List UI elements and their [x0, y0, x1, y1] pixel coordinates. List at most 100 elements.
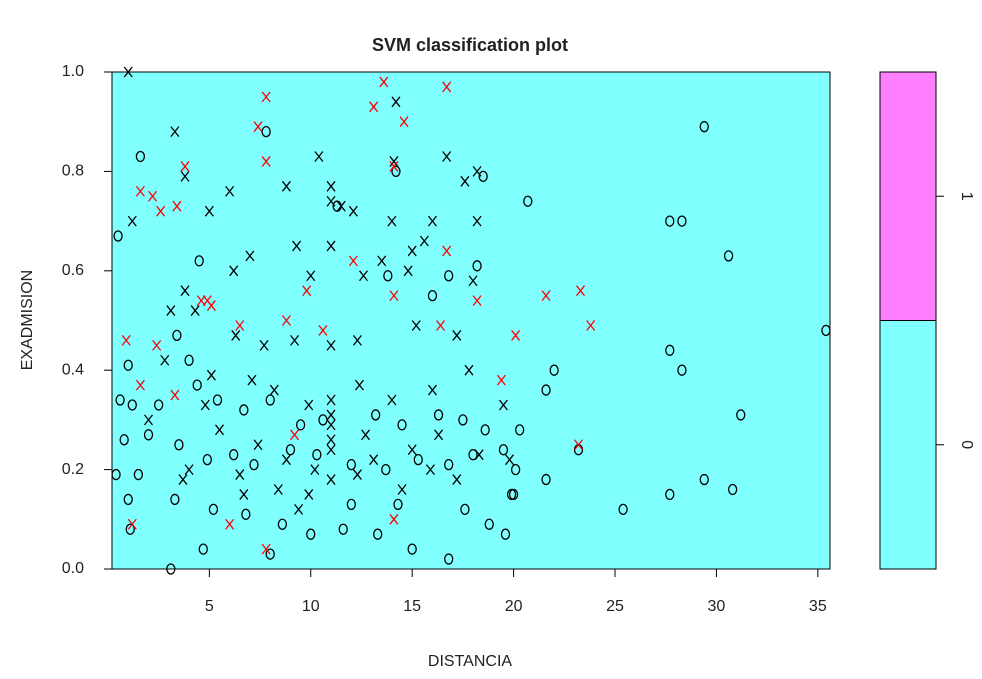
point — [541, 473, 551, 486]
y-axis-label: EXADMISION — [19, 270, 36, 370]
colorbar-label: 1 — [958, 192, 975, 201]
point — [292, 240, 302, 252]
point — [452, 474, 462, 485]
point — [326, 444, 336, 456]
point — [261, 156, 271, 167]
point — [273, 484, 283, 495]
point — [212, 394, 223, 406]
point — [259, 339, 269, 351]
y-tick-label: 1.0 — [62, 63, 84, 80]
colorbar-segment — [879, 320, 937, 570]
point — [549, 364, 559, 376]
point — [677, 215, 687, 227]
point — [498, 399, 508, 411]
x-tick-label: 30 — [708, 598, 726, 615]
point — [468, 275, 478, 287]
point — [180, 170, 190, 182]
point — [472, 165, 482, 177]
point — [393, 498, 403, 511]
point — [427, 215, 437, 227]
point — [119, 434, 129, 446]
point — [352, 334, 362, 346]
point — [281, 315, 291, 326]
x-tick-label: 5 — [205, 598, 214, 615]
point — [371, 409, 381, 421]
point — [123, 493, 133, 506]
point — [190, 305, 200, 316]
point — [261, 543, 271, 555]
point — [369, 454, 379, 466]
point — [265, 548, 275, 560]
point — [184, 354, 194, 366]
point — [174, 439, 184, 451]
x-tick-label: 20 — [505, 598, 523, 615]
point — [206, 300, 216, 311]
point — [541, 290, 551, 302]
point — [434, 429, 444, 441]
point — [148, 190, 158, 202]
point — [452, 330, 462, 341]
point — [269, 384, 279, 396]
point — [304, 399, 314, 411]
chart-title: SVM classification plot — [372, 35, 568, 55]
point — [306, 528, 316, 540]
point — [261, 125, 271, 138]
point — [153, 399, 164, 411]
colorbar-label: 0 — [958, 440, 975, 449]
point — [472, 295, 482, 307]
point — [460, 503, 470, 516]
point — [192, 379, 202, 391]
point — [352, 469, 362, 480]
point — [121, 334, 131, 346]
point — [397, 484, 407, 495]
point — [170, 126, 180, 138]
point — [294, 503, 304, 515]
point — [143, 429, 154, 441]
point — [677, 364, 687, 376]
point — [573, 439, 584, 451]
point — [198, 543, 208, 555]
point — [229, 265, 239, 277]
point — [326, 419, 336, 431]
point — [125, 523, 135, 535]
x-tick-label: 35 — [809, 598, 827, 615]
point — [373, 528, 383, 540]
point — [326, 180, 336, 192]
point — [458, 414, 468, 426]
point — [576, 285, 586, 297]
point — [665, 488, 675, 501]
point — [249, 458, 259, 471]
point — [480, 424, 490, 436]
point — [135, 185, 145, 197]
point — [135, 150, 146, 163]
point — [281, 454, 291, 466]
point — [403, 265, 413, 277]
point — [383, 270, 393, 282]
point — [326, 195, 336, 207]
point — [326, 240, 336, 252]
point — [172, 329, 182, 342]
point — [348, 205, 358, 217]
point — [180, 285, 190, 297]
point — [144, 414, 154, 426]
point — [665, 215, 675, 227]
point — [214, 424, 225, 436]
point — [379, 76, 389, 88]
point — [433, 409, 444, 421]
point — [318, 414, 328, 426]
point — [381, 463, 391, 476]
point — [180, 161, 190, 172]
point — [346, 498, 356, 511]
colorbar-segment — [879, 71, 937, 321]
point — [241, 508, 251, 520]
point — [290, 429, 300, 441]
point — [444, 270, 454, 282]
point — [736, 409, 746, 421]
point — [326, 339, 336, 351]
point — [247, 374, 257, 386]
point — [515, 424, 525, 436]
point — [699, 121, 709, 133]
point — [326, 434, 336, 446]
point — [468, 449, 478, 461]
point — [245, 250, 255, 262]
